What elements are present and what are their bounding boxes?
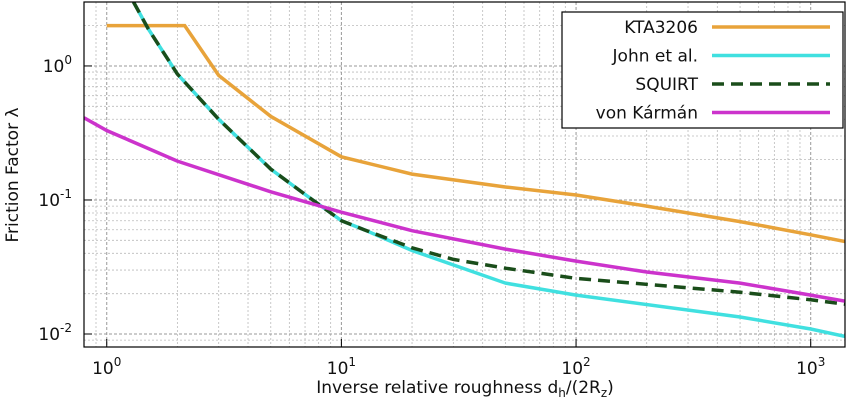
x-tick-label: 103 bbox=[796, 355, 825, 379]
tick-exponent: 1 bbox=[348, 355, 356, 369]
tick-exponent: -2 bbox=[60, 321, 72, 335]
tick-base: 10 bbox=[92, 359, 114, 379]
tick-base: 10 bbox=[38, 325, 60, 345]
x-label-part: ) bbox=[607, 378, 614, 398]
y-tick-label: 10-1 bbox=[38, 187, 72, 211]
tick-base: 10 bbox=[38, 191, 60, 211]
x-label-part: Inverse relative roughness d bbox=[316, 378, 558, 398]
tick-exponent: -1 bbox=[60, 187, 72, 201]
y-axis-label: Friction Factor λ bbox=[3, 107, 23, 242]
series-line bbox=[106, 23, 845, 244]
x-axis-label: Inverse relative roughness dh/(2Rz) bbox=[316, 378, 614, 400]
tick-exponent: 3 bbox=[818, 355, 826, 369]
x-label-part: /(2R bbox=[566, 378, 601, 398]
tick-exponent: 0 bbox=[114, 355, 122, 369]
legend-label: von Kármán bbox=[596, 104, 698, 124]
legend-label: SQUIRT bbox=[635, 75, 698, 95]
plot-frame bbox=[83, 1, 846, 348]
x-label-part: h bbox=[558, 386, 566, 400]
series-line bbox=[131, 2, 845, 339]
x-tick-label: 100 bbox=[92, 355, 121, 379]
y-tick-label: 10-2 bbox=[38, 321, 72, 345]
tick-base: 10 bbox=[796, 359, 818, 379]
series-line bbox=[131, 2, 845, 306]
x-tick-label: 101 bbox=[327, 355, 356, 379]
tick-exponent: 0 bbox=[64, 53, 72, 67]
legend-label: John et al. bbox=[612, 47, 698, 67]
tick-base: 10 bbox=[327, 359, 349, 379]
tick-base: 10 bbox=[43, 57, 65, 77]
tick-exponent: 2 bbox=[583, 355, 591, 369]
legend-box bbox=[561, 11, 844, 129]
tick-base: 10 bbox=[561, 359, 583, 379]
x-tick-label: 102 bbox=[561, 355, 590, 379]
y-tick-label: 100 bbox=[43, 53, 72, 77]
legend-label: KTA3206 bbox=[624, 18, 698, 38]
series-line bbox=[84, 116, 845, 303]
x-label-part: z bbox=[601, 386, 607, 400]
